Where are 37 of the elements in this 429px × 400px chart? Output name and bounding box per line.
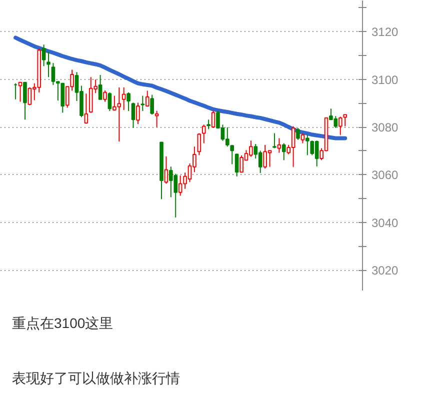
candlestick	[18, 82, 22, 102]
candlestick	[343, 114, 347, 127]
y-tick-label: 3120	[372, 25, 399, 40]
candlestick	[206, 119, 210, 130]
y-tick-label: 3040	[372, 216, 399, 230]
candlestick	[197, 132, 202, 156]
y-tick-label: 3060	[372, 168, 399, 182]
candlestick	[338, 116, 342, 136]
candlestick	[145, 90, 150, 106]
candlestick	[164, 156, 168, 184]
candlestick	[282, 142, 286, 161]
y-tick-label: 3100	[372, 72, 399, 87]
candlestick	[103, 90, 107, 102]
candlestick	[131, 102, 136, 128]
candlestick	[150, 94, 154, 116]
candlestick	[42, 44, 46, 67]
candlestick	[108, 92, 112, 112]
text: 表现好了可以做做补涨行情	[12, 369, 180, 388]
candlestick	[296, 127, 300, 140]
candlestick	[136, 102, 140, 125]
y-tick-label: 3020	[372, 264, 399, 278]
candlestick	[126, 92, 130, 112]
candlestick	[272, 132, 276, 149]
candlestick	[277, 138, 282, 154]
candlestick	[234, 152, 239, 177]
candlestick	[46, 51, 50, 78]
text: 重点在3100这里	[12, 314, 114, 333]
y-tick-label: 3080	[372, 120, 399, 134]
candlestick	[98, 74, 102, 100]
candlestick	[84, 93, 88, 124]
candlestick	[140, 95, 145, 112]
candlestick	[154, 110, 159, 128]
candlestick	[300, 132, 305, 144]
candlestick	[202, 124, 206, 144]
candlestick	[122, 86, 126, 111]
candlestick	[23, 82, 27, 120]
candlestick	[211, 110, 216, 128]
